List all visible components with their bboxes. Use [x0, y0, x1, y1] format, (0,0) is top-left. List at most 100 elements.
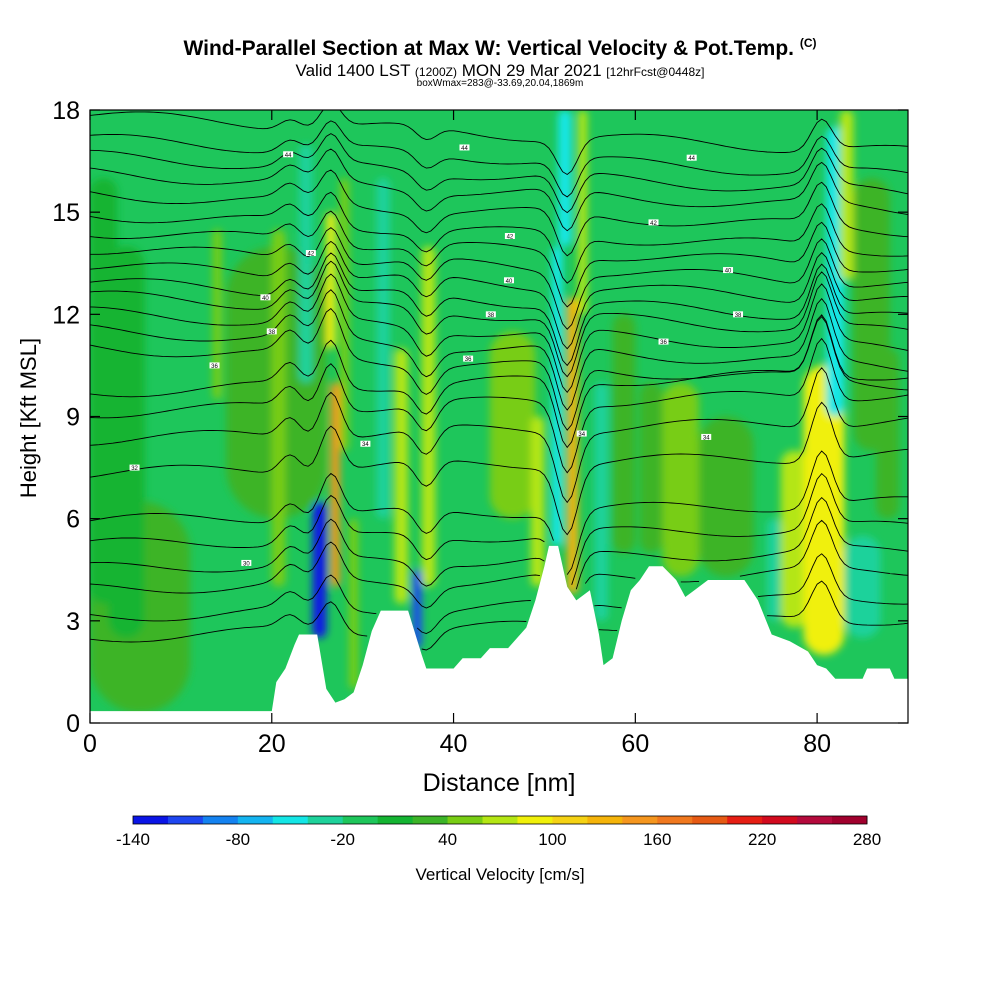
theta-contour	[90, 191, 908, 284]
colorbar-label: Vertical Velocity [cm/s]	[415, 865, 584, 884]
colorbar-swatch	[167, 816, 204, 824]
theta-contour	[90, 273, 908, 394]
y-tick-label: 0	[66, 710, 80, 738]
colorbar-tick-label: 220	[748, 830, 776, 849]
colorbar-swatch	[237, 816, 274, 824]
colorbar-tick-label: 40	[438, 830, 457, 849]
velocity-cell	[594, 382, 609, 621]
velocity-cell	[780, 450, 809, 628]
velocity-cell	[376, 178, 390, 519]
contour-label: 38	[266, 328, 277, 336]
colorbar-tick-label: 280	[853, 830, 881, 849]
colorbar-tick-label: -80	[226, 830, 251, 849]
theta-contour	[90, 367, 908, 504]
colorbar-swatch	[482, 816, 518, 824]
forecast-info: [12hrFcst@0448z]	[606, 65, 705, 79]
velocity-cell	[639, 382, 663, 553]
colorbar-frame	[132, 815, 868, 825]
contour-label-text: 38	[735, 313, 742, 319]
velocity-cell	[349, 518, 359, 689]
x-tick-label: 40	[440, 730, 468, 758]
contour-label: 40	[260, 294, 271, 302]
y-tick-label: 3	[66, 608, 80, 636]
contour-label: 34	[701, 433, 712, 441]
terrain	[90, 545, 908, 723]
colorbar-tick-label: 160	[643, 830, 671, 849]
x-tick-label: 0	[83, 730, 97, 758]
contour-label-text: 34	[703, 435, 710, 441]
theta-contour	[90, 227, 908, 330]
colorbar-swatch	[587, 816, 623, 824]
valid-prefix: Valid 1400 LST	[295, 61, 411, 80]
contour-label-text: 30	[243, 561, 250, 567]
y-tick-label: 6	[66, 506, 80, 534]
x-tick-label: 60	[621, 730, 649, 758]
theta-contour	[90, 252, 908, 367]
contour-label-text: 42	[507, 235, 514, 241]
theta-contour	[90, 337, 908, 474]
theta-contour	[90, 314, 908, 449]
colorbar-swatch	[832, 816, 868, 824]
box-wmax-info: boxWmax=283@-33.69,20.04,1869m	[416, 78, 584, 89]
velocity-cell	[612, 314, 636, 553]
velocity-cell	[662, 382, 699, 577]
colorbar-swatch	[307, 816, 344, 824]
colorbar-swatch	[622, 816, 658, 824]
colorbar-swatch	[272, 816, 309, 824]
y-axis-label: Height [Kft MSL]	[16, 338, 41, 498]
velocity-cell	[803, 365, 845, 655]
velocity-cell	[876, 348, 899, 519]
contour-label: 38	[485, 311, 496, 319]
contour-label-text: 34	[578, 432, 585, 438]
contour-label-text: 32	[131, 466, 138, 472]
theta-contour	[90, 519, 908, 609]
contour-label-text: 40	[725, 269, 732, 275]
contour-label-text: 42	[308, 252, 315, 258]
colorbar-swatch	[377, 816, 414, 824]
theta-contour	[90, 580, 908, 651]
colorbar-swatch	[727, 816, 763, 824]
y-tick-label: 15	[52, 199, 80, 227]
colorbar-swatch	[517, 816, 553, 824]
contour-label-text: 42	[650, 221, 657, 227]
contour-label: 40	[503, 277, 514, 285]
contour-label: 40	[723, 267, 734, 275]
colorbar-swatch	[133, 816, 169, 824]
colorbar-tick-label: -140	[116, 830, 150, 849]
theta-contour	[90, 133, 908, 214]
colorbar: -140 -80 -20 40 100 160 220 280	[116, 815, 881, 849]
contour-label: 42	[305, 250, 316, 258]
velocity-cell	[394, 348, 409, 604]
contour-label-text: 40	[262, 296, 269, 302]
velocity-cell	[312, 501, 327, 638]
contour-label: 42	[504, 233, 515, 241]
x-axis-label: Distance [nm]	[423, 769, 576, 797]
x-tick-label: 80	[803, 730, 831, 758]
valid-date: MON 29 Mar 2021	[461, 61, 602, 80]
velocity-cell	[339, 178, 350, 451]
theta-contour	[90, 472, 908, 585]
velocity-cell	[567, 297, 579, 594]
theta-contour	[90, 289, 908, 411]
velocity-cell	[326, 212, 336, 349]
contour-label-text: 44	[461, 146, 468, 152]
contour-labels: 44 44 44 42 42 42 40 40 40 38 38 38 36 36 36 32 34 34 34 30	[129, 144, 744, 567]
theta-contour	[90, 401, 908, 536]
contour-label-text: 38	[487, 313, 494, 319]
velocity-cell	[412, 569, 422, 649]
colorbar-tick-label: 100	[538, 830, 566, 849]
colorbar-swatch	[692, 816, 728, 824]
y-tick-label: 18	[52, 97, 80, 125]
contour-label-text: 40	[506, 279, 513, 285]
contour-label: 44	[459, 144, 470, 152]
potential-temperature-contours	[90, 110, 908, 651]
velocity-cell	[108, 246, 145, 638]
copyright-mark: (C)	[799, 36, 817, 50]
x-tick-label: 20	[258, 730, 286, 758]
contour-label: 36	[463, 355, 474, 363]
contour-label: 32	[129, 464, 140, 472]
theta-contour	[90, 240, 908, 350]
colorbar-tick-label: -20	[330, 830, 355, 849]
contour-label: 44	[283, 151, 294, 159]
